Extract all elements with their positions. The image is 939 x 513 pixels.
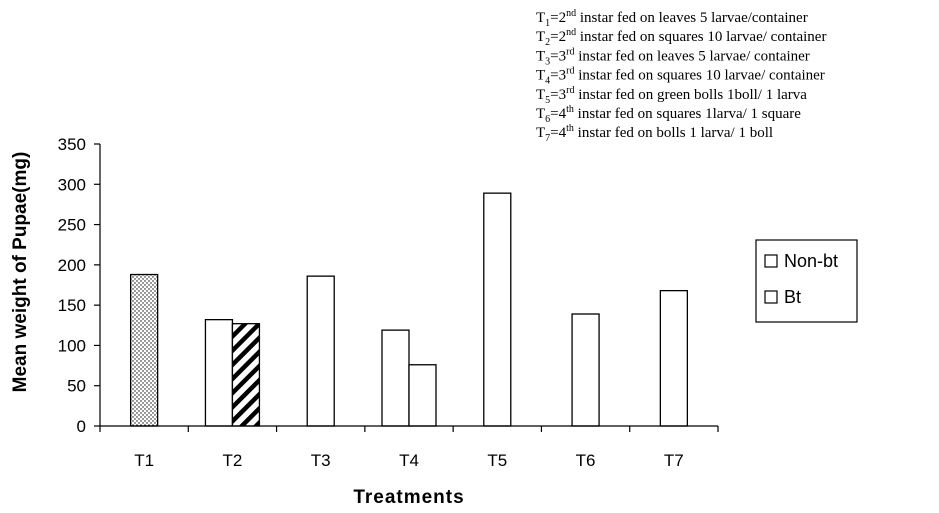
treatment-note: T2=2nd instar fed on squares 10 larvae/ …	[536, 27, 826, 48]
y-axis-title: Mean weight of Pupae(mg)	[10, 152, 31, 393]
y-tick-label: 100	[58, 336, 86, 355]
treatment-note: T1=2nd instar fed on leaves 5 larvae/con…	[536, 8, 808, 29]
x-tick-label: T4	[399, 451, 419, 470]
legend: Non-bt Bt	[755, 239, 858, 323]
treatment-note: T6=4th instar fed on squares 1larva/ 1 s…	[536, 104, 801, 125]
bar-bt	[408, 364, 437, 427]
y-tick-label: 200	[58, 256, 86, 275]
x-tick-label: T7	[664, 451, 684, 470]
legend-label: Bt	[784, 287, 801, 307]
x-tick-label: T5	[487, 451, 507, 470]
treatment-note: T4=3rd instar fed on squares 10 larvae/ …	[536, 66, 825, 87]
treatment-notes: T1=2nd instar fed on leaves 5 larvae/con…	[536, 8, 826, 144]
legend-label: Non-bt	[784, 251, 838, 271]
legend-swatch	[764, 290, 778, 304]
y-tick-label: 300	[58, 175, 86, 194]
x-tick-label: T2	[223, 451, 243, 470]
x-tick-label: T3	[311, 451, 331, 470]
bar-non-bt	[306, 275, 335, 427]
treatment-note: T3=3rd instar fed on leaves 5 larvae/ co…	[536, 46, 810, 67]
x-tick-label: T6	[576, 451, 596, 470]
treatment-note: T5=3rd instar fed on green bolls 1boll/ …	[536, 85, 807, 106]
y-axis: 0 50 100 150 200 250 300 350	[58, 135, 101, 436]
bar-non-bt	[204, 318, 234, 427]
y-tick-label: 0	[77, 417, 86, 436]
bar-non-bt	[483, 192, 512, 427]
y-tick-label: 150	[58, 296, 86, 315]
bar-non-bt	[381, 329, 410, 427]
x-tick-label: T1	[134, 451, 154, 470]
bar-non-bt	[571, 313, 600, 427]
plot-area	[129, 192, 689, 427]
x-axis: T1 T2 T3 T4 T5 T6 T7	[99, 425, 719, 470]
y-tick-label: 350	[58, 135, 86, 154]
legend-box	[755, 239, 858, 323]
bar-bt	[231, 323, 261, 427]
y-tick-label: 50	[67, 377, 86, 396]
y-tick-label: 250	[58, 216, 86, 235]
x-axis-title: Treatments	[353, 487, 464, 508]
legend-swatch	[764, 254, 778, 268]
bar-bt	[129, 273, 159, 427]
bar-non-bt	[659, 289, 689, 427]
treatment-note: T7=4th instar fed on bolls 1 larva/ 1 bo…	[536, 123, 773, 144]
